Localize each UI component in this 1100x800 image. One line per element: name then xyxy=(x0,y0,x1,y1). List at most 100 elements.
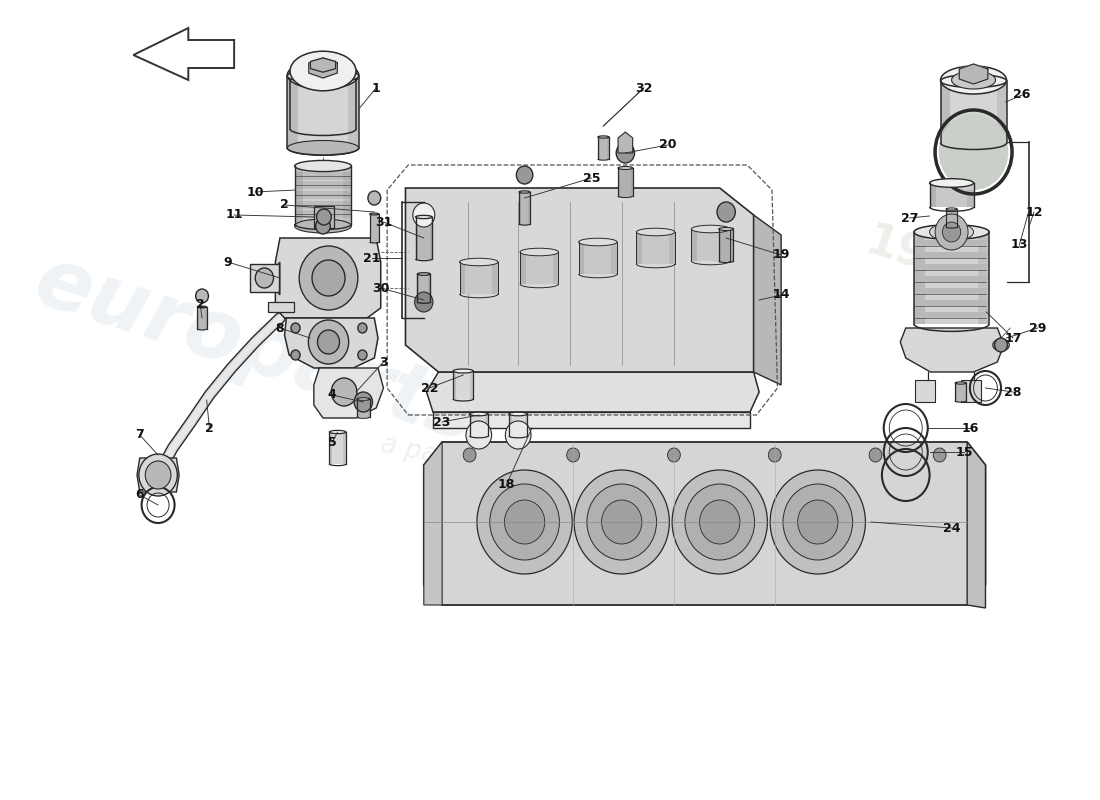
Text: 8: 8 xyxy=(276,322,284,334)
Circle shape xyxy=(516,166,532,184)
Ellipse shape xyxy=(598,136,609,138)
Circle shape xyxy=(317,209,331,225)
Circle shape xyxy=(933,448,946,462)
Ellipse shape xyxy=(198,306,207,308)
Circle shape xyxy=(938,114,1009,190)
Text: 29: 29 xyxy=(1028,322,1046,334)
Circle shape xyxy=(869,448,882,462)
Ellipse shape xyxy=(618,166,632,170)
Text: 14: 14 xyxy=(772,289,790,302)
Bar xyxy=(295,166,351,224)
Text: 31: 31 xyxy=(375,215,393,229)
Bar xyxy=(453,371,456,399)
Text: 5: 5 xyxy=(328,435,337,449)
Bar xyxy=(509,414,512,436)
Bar xyxy=(956,209,957,227)
Bar xyxy=(612,242,617,274)
Text: 1985: 1985 xyxy=(860,221,991,299)
Circle shape xyxy=(602,500,642,544)
Text: 22: 22 xyxy=(420,382,438,394)
Bar xyxy=(630,168,632,196)
Bar xyxy=(618,168,620,196)
Circle shape xyxy=(490,484,560,560)
Bar xyxy=(460,262,465,294)
Text: 2: 2 xyxy=(205,422,213,434)
Text: 18: 18 xyxy=(497,478,515,491)
Circle shape xyxy=(505,421,531,449)
Circle shape xyxy=(477,470,572,574)
Text: 11: 11 xyxy=(226,209,243,222)
Ellipse shape xyxy=(299,66,346,84)
Circle shape xyxy=(255,268,274,288)
Bar xyxy=(914,232,925,324)
Bar xyxy=(724,229,729,261)
Text: 15: 15 xyxy=(956,446,974,458)
Ellipse shape xyxy=(416,215,432,218)
Bar xyxy=(607,137,609,159)
Text: 12: 12 xyxy=(1025,206,1043,218)
Circle shape xyxy=(358,323,367,333)
Ellipse shape xyxy=(718,227,734,230)
Circle shape xyxy=(768,448,781,462)
Circle shape xyxy=(358,350,367,360)
Circle shape xyxy=(312,260,345,296)
Ellipse shape xyxy=(295,161,351,171)
Circle shape xyxy=(783,484,852,560)
Text: 28: 28 xyxy=(1004,386,1022,398)
Bar xyxy=(732,229,734,261)
Circle shape xyxy=(994,338,1008,352)
Text: 24: 24 xyxy=(943,522,960,534)
Polygon shape xyxy=(433,412,750,428)
Circle shape xyxy=(318,330,340,354)
Circle shape xyxy=(616,143,635,163)
Text: 23: 23 xyxy=(433,415,451,429)
Circle shape xyxy=(770,470,866,574)
Bar xyxy=(290,71,356,129)
Bar xyxy=(346,71,356,129)
Ellipse shape xyxy=(145,461,170,489)
Polygon shape xyxy=(275,238,381,318)
Text: 2: 2 xyxy=(280,198,289,211)
Ellipse shape xyxy=(417,273,430,275)
Ellipse shape xyxy=(329,430,345,434)
Bar xyxy=(206,307,207,329)
Text: 2: 2 xyxy=(196,298,205,311)
Bar xyxy=(915,276,987,282)
Bar xyxy=(314,206,334,228)
Circle shape xyxy=(466,421,492,449)
Circle shape xyxy=(290,350,300,360)
Bar xyxy=(417,274,419,302)
Ellipse shape xyxy=(946,208,957,210)
Bar xyxy=(470,414,488,436)
Ellipse shape xyxy=(930,178,974,187)
Polygon shape xyxy=(309,58,338,78)
Polygon shape xyxy=(424,442,986,605)
Bar xyxy=(598,137,609,159)
Ellipse shape xyxy=(940,66,1006,94)
Circle shape xyxy=(299,246,358,310)
Bar xyxy=(915,252,987,258)
Bar xyxy=(377,214,378,242)
Bar xyxy=(198,307,199,329)
Bar xyxy=(367,399,370,417)
Circle shape xyxy=(290,323,300,333)
Bar xyxy=(552,252,559,284)
Circle shape xyxy=(308,320,349,364)
Circle shape xyxy=(935,214,968,250)
Bar xyxy=(519,192,520,224)
Text: 1: 1 xyxy=(372,82,381,94)
Bar xyxy=(997,81,1006,143)
Ellipse shape xyxy=(290,51,356,91)
Bar xyxy=(669,232,675,264)
Bar xyxy=(417,274,430,302)
Polygon shape xyxy=(310,58,336,72)
Bar xyxy=(470,414,472,436)
Bar xyxy=(691,229,697,261)
Polygon shape xyxy=(133,28,234,80)
Bar xyxy=(946,209,957,227)
Text: a passion for performance: a passion for performance xyxy=(377,431,723,529)
Bar xyxy=(915,264,987,270)
Circle shape xyxy=(574,470,670,574)
Bar xyxy=(295,166,304,224)
Bar xyxy=(343,432,345,464)
